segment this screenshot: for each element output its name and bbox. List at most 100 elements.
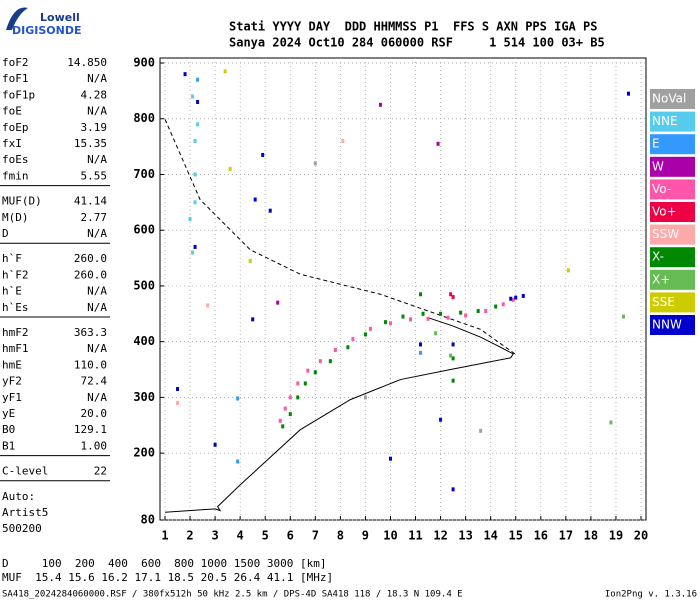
echo-point (176, 400, 180, 405)
legend-swatch (650, 292, 695, 313)
param-value: 20.0 (81, 407, 108, 420)
autoscaling: Artist5 (2, 506, 48, 519)
y-tick-label: 600 (133, 223, 155, 237)
x-tick-label: 11 (408, 529, 422, 543)
echo-point (419, 350, 423, 355)
echo-point (436, 141, 440, 146)
echo-point (236, 459, 240, 464)
autoscaling: 500200 (2, 522, 42, 535)
logo-text: Lowell (40, 11, 80, 24)
echo-point (566, 268, 570, 273)
legend-label: SSE (652, 295, 675, 309)
param-value: 110.0 (74, 358, 107, 371)
param-name: hmF2 (2, 326, 29, 339)
echo-point (383, 320, 387, 325)
y-tick-label: 500 (133, 278, 155, 292)
param-value: N/A (87, 285, 107, 298)
param-name: foF1p (2, 88, 35, 101)
param-name: foF1 (2, 72, 29, 85)
x-tick-label: 5 (262, 529, 269, 543)
param-name: h`F2 (2, 268, 29, 281)
echo-point (609, 420, 613, 425)
legend-label: Vo+ (652, 205, 677, 219)
x-tick-label: 12 (433, 529, 447, 543)
echo-point (426, 316, 430, 321)
param-value: 1.00 (81, 439, 108, 452)
param-value: 5.55 (81, 169, 108, 182)
x-tick-label: 2 (186, 529, 193, 543)
x-tick-label: 19 (609, 529, 623, 543)
header-row: Stati YYYY DAY DDD HHMMSS P1 FFS S AXN P… (229, 20, 597, 34)
param-name: hmF1 (2, 342, 29, 355)
x-tick-label: 10 (383, 529, 397, 543)
echo-point (388, 456, 392, 461)
legend-swatch (650, 315, 695, 335)
file-info: SA418_2024284060000.RSF / 380fx512h 50 k… (2, 590, 463, 600)
x-tick-label: 16 (534, 529, 548, 543)
y-tick-label: 80 (141, 513, 155, 527)
param-value: 3.19 (81, 121, 108, 134)
param-value: 22 (94, 465, 107, 478)
echo-point (253, 197, 257, 202)
echo-point (451, 487, 455, 492)
echo-point (191, 250, 195, 255)
echo-point (494, 304, 498, 309)
x-tick-label: 20 (634, 529, 648, 543)
echo-point (333, 348, 337, 353)
param-value: 2.77 (81, 211, 108, 224)
profile-curve (164, 317, 514, 513)
y-tick-label: 900 (133, 56, 155, 70)
echo-point (313, 161, 317, 166)
echo-point (451, 356, 455, 361)
echo-point (409, 317, 413, 322)
echo-point (363, 395, 367, 400)
echo-point (193, 172, 197, 177)
param-value: N/A (87, 105, 107, 118)
param-name: fmin (2, 169, 29, 182)
param-name: M(D) (2, 211, 29, 224)
param-name: MUF(D) (2, 195, 42, 208)
echo-point (213, 442, 217, 447)
x-tick-label: 1 (161, 529, 168, 543)
echo-point (419, 292, 423, 297)
param-name: h`F (2, 252, 22, 265)
echo-point (476, 309, 480, 314)
echo-point (268, 208, 272, 213)
param-name: yF1 (2, 391, 22, 404)
param-value: 4.28 (81, 88, 108, 101)
echo-point (248, 258, 252, 263)
param-name: foEs (2, 153, 29, 166)
legend-swatch (650, 247, 695, 268)
legend-label: Vo- (652, 182, 671, 196)
echo-point (191, 94, 195, 99)
echo-point (303, 381, 307, 386)
echo-point (621, 314, 625, 319)
legend-swatch (650, 111, 695, 132)
y-tick-label: 700 (133, 167, 155, 181)
param-name: yF2 (2, 375, 22, 388)
x-tick-label: 4 (237, 529, 244, 543)
x-tick-label: 3 (211, 529, 218, 543)
param-name: hmE (2, 358, 22, 371)
legend-label: X+ (652, 272, 670, 286)
echo-point (288, 395, 292, 400)
x-tick-label: 17 (559, 529, 573, 543)
echo-point (206, 303, 210, 308)
echo-point (306, 368, 310, 373)
logo-mark (6, 7, 28, 30)
x-tick-label: 14 (483, 529, 497, 543)
param-value: 41.14 (74, 195, 107, 208)
param-value: 15.35 (74, 137, 107, 150)
footer-row: D 100 200 400 600 800 1000 1500 3000 [km… (2, 557, 327, 570)
echo-point (251, 317, 255, 322)
param-name: foE (2, 105, 22, 118)
echo-point (449, 292, 453, 297)
echo-point (388, 321, 392, 326)
version: Ion2Png v. 1.3.16 (605, 590, 697, 600)
echo-point (514, 295, 518, 300)
legend-swatch (650, 134, 695, 155)
echo-point (484, 309, 488, 314)
echo-point (451, 378, 455, 383)
y-tick-label: 800 (133, 111, 155, 125)
param-name: foEp (2, 121, 29, 134)
